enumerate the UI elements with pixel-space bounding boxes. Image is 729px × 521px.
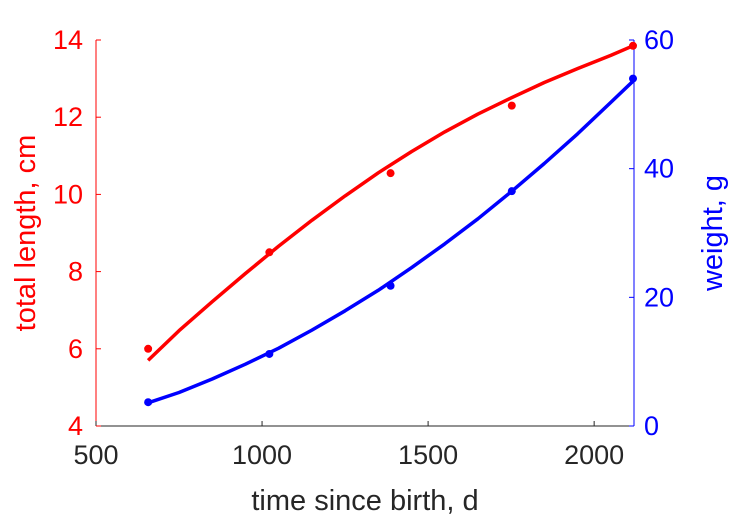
- y-left-tick-label: 6: [68, 334, 83, 364]
- y-left-tick-label: 8: [68, 257, 83, 287]
- x-tick-label: 2000: [564, 440, 624, 470]
- length-fit-line: [146, 44, 634, 362]
- x-tick-label: 500: [73, 440, 118, 470]
- plot-area: [144, 41, 638, 407]
- y-right-tick-label: 20: [644, 282, 674, 312]
- y-right-tick-label: 40: [644, 154, 674, 184]
- length-data-point: [386, 169, 395, 178]
- x-tick-label: 1000: [232, 440, 292, 470]
- length-data-point: [507, 101, 516, 110]
- length-data-point: [144, 344, 153, 353]
- weight-data-point: [629, 74, 638, 83]
- length-data-point: [265, 248, 274, 257]
- y-axis-right-label: weight, g: [697, 175, 729, 292]
- weight-data-point: [265, 349, 274, 358]
- y-right-tick-label: 60: [644, 25, 674, 55]
- weight-data-point: [144, 398, 153, 407]
- axes: 500 1000 1500 2000 4 6 8 10 12 14 0 20 40 60: [53, 25, 674, 470]
- y-left-tick-label: 14: [53, 25, 83, 55]
- length-data-point: [629, 41, 638, 50]
- weight-data-point: [507, 187, 516, 196]
- weight-data-point: [386, 281, 395, 290]
- y-right-tick-label: 0: [644, 411, 659, 441]
- y-left-tick-label: 4: [68, 411, 83, 441]
- y-left-tick-label: 10: [53, 179, 83, 209]
- x-tick-label: 1500: [398, 440, 458, 470]
- y-axis-left-label: total length, cm: [10, 135, 42, 332]
- x-axis-label: time since birth, d: [251, 485, 478, 517]
- weight-fit-line: [147, 79, 635, 405]
- y-left-tick-label: 12: [53, 102, 83, 132]
